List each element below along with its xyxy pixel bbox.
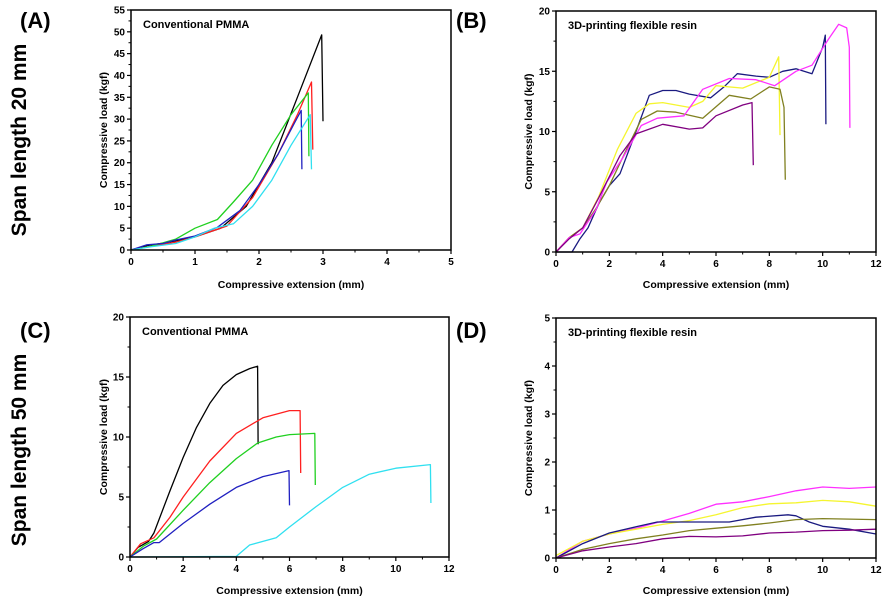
- series-line-3: [129, 432, 316, 558]
- x-tick-label: 2: [607, 259, 613, 270]
- y-tick-label: 0: [119, 246, 125, 257]
- y-tick-label: 35: [114, 93, 126, 104]
- series-line-4: [555, 517, 877, 559]
- row-label-50mm: Span length 50 mm: [8, 354, 31, 547]
- y-tick-label: 3: [544, 410, 550, 421]
- y-tick-label: 45: [114, 49, 126, 60]
- y-tick-label: 20: [113, 313, 125, 324]
- series-line-4: [555, 23, 851, 253]
- series-line-5: [130, 114, 313, 251]
- series-line-3: [130, 92, 310, 251]
- x-axis-label: Compressive extension (mm): [643, 585, 789, 597]
- series-line-4: [129, 469, 291, 558]
- x-tick-label: 12: [443, 564, 455, 575]
- x-tick-label: 10: [817, 565, 829, 576]
- x-tick-label: 2: [180, 564, 186, 575]
- y-tick-label: 10: [113, 433, 125, 444]
- x-axis-label: Compressive extension (mm): [216, 585, 362, 597]
- y-tick-label: 5: [118, 493, 124, 504]
- panel-label: (B): [456, 8, 487, 33]
- y-axis-label: Compressive load (kgf): [523, 73, 535, 189]
- panel-title: Conventional PMMA: [143, 19, 249, 31]
- panel-label: (C): [20, 318, 51, 343]
- y-tick-label: 4: [544, 362, 550, 373]
- x-tick-label: 6: [287, 564, 293, 575]
- x-tick-label: 10: [390, 564, 402, 575]
- x-tick-label: 0: [128, 257, 134, 268]
- x-tick-label: 4: [660, 565, 666, 576]
- series-line-5: [555, 528, 877, 559]
- panel-title: 3D-printing flexible resin: [568, 327, 697, 339]
- panel-a: 0 1 2 3 4 50510152025303540455055Conventional…: [20, 6, 454, 292]
- x-tick-label: 8: [767, 565, 773, 576]
- series-line-2: [129, 409, 302, 558]
- y-tick-label: 15: [539, 67, 551, 78]
- plot-frame: [555, 10, 877, 253]
- panel-c: 0 2 4 6 8 10 12 0 5 10 15 20 Conventional PMMA (C) Com…: [20, 313, 455, 598]
- y-axis-label: Compressive load (kgf): [98, 72, 110, 188]
- panel-b: 0 2 4 6 8 10 12 0 5 10 15 20 3D-printing flexible re…: [456, 7, 882, 292]
- y-tick-label: 30: [114, 115, 126, 126]
- y-tick-label: 55: [114, 6, 126, 17]
- x-axis-label: Compressive extension (mm): [643, 279, 789, 291]
- y-tick-label: 40: [114, 71, 126, 82]
- x-tick-label: 6: [713, 565, 719, 576]
- x-tick-label: 0: [127, 564, 133, 575]
- y-tick-label: 10: [539, 127, 551, 138]
- series-line-1: [556, 34, 827, 253]
- series-line-1: [130, 34, 324, 251]
- series-line-1: [129, 365, 259, 558]
- plot-frame: [129, 316, 450, 558]
- x-tick-label: 4: [234, 564, 240, 575]
- y-tick-label: 0: [544, 554, 550, 565]
- x-tick-label: 3: [320, 257, 326, 268]
- x-tick-label: 12: [870, 565, 882, 576]
- series-line-2: [130, 81, 314, 251]
- series-line-5: [555, 101, 754, 253]
- series-line-5: [129, 463, 432, 558]
- y-tick-label: 15: [114, 180, 126, 191]
- y-tick-label: 20: [114, 158, 126, 169]
- series-line-2: [555, 499, 877, 557]
- y-tick-label: 0: [544, 248, 550, 259]
- panel-label: (A): [20, 8, 51, 33]
- y-tick-label: 10: [114, 202, 126, 213]
- panel-title: Conventional PMMA: [142, 326, 248, 338]
- x-tick-label: 4: [384, 257, 390, 268]
- series-line-4: [130, 109, 303, 251]
- y-axis-label: Compressive load (kgf): [523, 380, 535, 496]
- x-tick-label: 4: [660, 259, 666, 270]
- panel-title: 3D-printing flexible resin: [568, 20, 697, 32]
- y-tick-label: 0: [118, 553, 124, 564]
- panel-label: (D): [456, 318, 487, 343]
- y-tick-label: 5: [119, 224, 125, 235]
- x-axis-label: Compressive extension (mm): [218, 279, 364, 291]
- series-line-3: [555, 514, 877, 559]
- x-tick-label: 5: [448, 257, 454, 268]
- y-tick-label: 2: [544, 458, 550, 469]
- x-tick-label: 2: [607, 565, 613, 576]
- x-tick-label: 8: [340, 564, 346, 575]
- x-tick-label: 1: [192, 257, 198, 268]
- row-label-20mm: Span length 20 mm: [8, 44, 31, 237]
- x-tick-label: 8: [767, 259, 773, 270]
- y-tick-label: 5: [544, 314, 550, 325]
- y-tick-label: 5: [544, 187, 550, 198]
- x-tick-label: 0: [553, 259, 559, 270]
- series-line-3: [555, 86, 786, 253]
- x-tick-label: 12: [870, 259, 882, 270]
- x-tick-label: 2: [256, 257, 262, 268]
- y-tick-label: 50: [114, 27, 126, 38]
- y-tick-label: 15: [113, 373, 125, 384]
- y-tick-label: 20: [539, 7, 551, 18]
- x-tick-label: 6: [713, 259, 719, 270]
- x-tick-label: 0: [553, 565, 559, 576]
- y-tick-label: 1: [544, 506, 550, 517]
- y-axis-label: Compressive load (kgf): [98, 379, 110, 495]
- y-tick-label: 25: [114, 136, 126, 147]
- x-tick-label: 10: [817, 259, 829, 270]
